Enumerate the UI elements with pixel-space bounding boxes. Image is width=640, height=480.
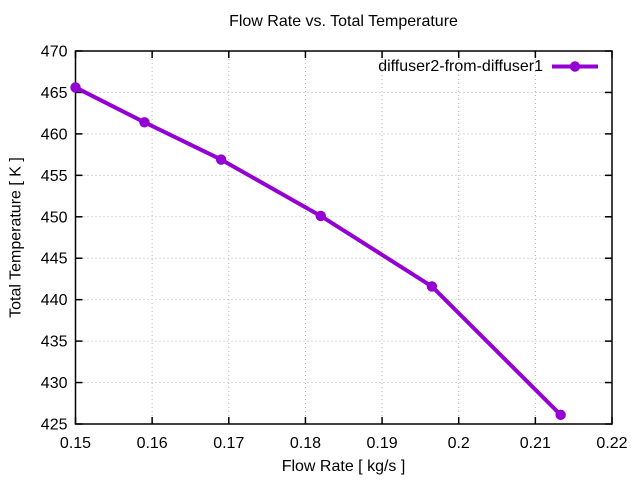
- y-tick-label: 445: [41, 251, 68, 268]
- x-tick-label: 0.22: [596, 435, 627, 452]
- chart-title: Flow Rate vs. Total Temperature: [229, 13, 458, 30]
- x-axis-label: Flow Rate [ kg/s ]: [281, 458, 406, 475]
- y-tick-label: 440: [41, 292, 68, 309]
- y-axis-label: Total Temperature [ K ]: [7, 157, 25, 318]
- series-point: [215, 154, 227, 165]
- plot-border: [74, 50, 613, 425]
- x-tick-label: 0.21: [520, 435, 551, 452]
- legend-label: diffuser2-from-diffuser1: [378, 58, 543, 75]
- series-line: [73, 85, 563, 417]
- x-tick-label: 0.18: [290, 435, 321, 452]
- y-tick-label: 435: [41, 334, 68, 351]
- series-point: [139, 117, 150, 128]
- y-tick-label: 460: [41, 126, 68, 143]
- x-tick-label: 0.16: [137, 435, 168, 452]
- x-tick-label: 0.2: [448, 435, 470, 452]
- x-tick-label: 0.19: [367, 435, 398, 452]
- y-tick-label: 465: [41, 85, 68, 102]
- y-tick-label: 455: [41, 168, 68, 185]
- series-point: [70, 82, 81, 93]
- series-point: [315, 210, 326, 222]
- y-tick-label: 450: [41, 209, 68, 226]
- x-tick-label: 0.15: [60, 435, 91, 452]
- series-point: [426, 281, 438, 292]
- x-tick-label: 0.17: [213, 435, 244, 452]
- y-tick-label: 430: [41, 375, 68, 392]
- y-tick-label: 470: [41, 44, 68, 61]
- legend-marker-sample: [569, 61, 581, 72]
- y-tick-label: 425: [41, 417, 68, 434]
- series-point: [555, 409, 566, 421]
